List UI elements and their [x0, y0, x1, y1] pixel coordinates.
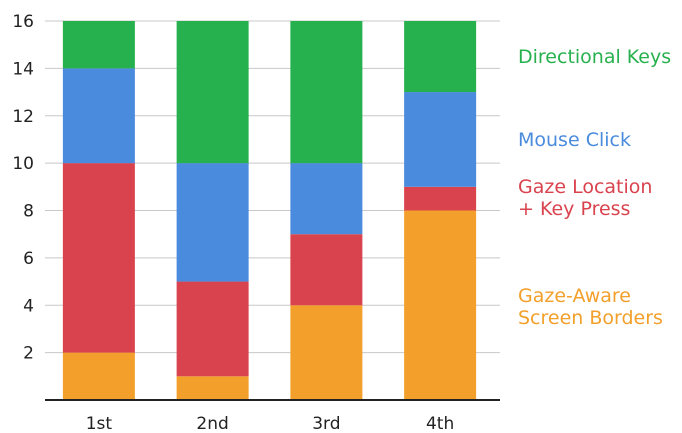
bar-segment: [176, 376, 249, 400]
y-tick-label: 16: [12, 12, 34, 32]
bar-segment: [176, 163, 249, 282]
bar-segment: [290, 21, 363, 164]
x-tick-label: 1st: [86, 414, 113, 433]
legend-entry: Mouse Click: [518, 129, 631, 151]
legend-entry: Gaze Location: [518, 176, 652, 198]
x-tick-label: 3rd: [312, 414, 340, 433]
legend-entry: + Key Press: [518, 198, 630, 220]
legend-entry: Directional Keys: [518, 46, 671, 68]
bar-segment: [176, 21, 249, 164]
bar-segment: [62, 21, 135, 69]
bar-segment: [176, 281, 249, 377]
y-tick-label: 14: [12, 59, 34, 79]
bar-segment: [404, 92, 477, 187]
y-axis-ticks: 2 4 6 8 10 12 14 16: [12, 12, 34, 364]
y-tick-label: 4: [23, 296, 34, 316]
bar-segment: [62, 352, 135, 400]
y-tick-label: 2: [23, 344, 34, 364]
y-tick-label: 12: [12, 107, 34, 127]
bar-segment: [404, 21, 477, 93]
y-tick-label: 6: [23, 249, 34, 269]
bar-segment: [404, 210, 477, 400]
y-tick-label: 8: [23, 202, 34, 222]
x-tick-label: 2nd: [196, 414, 228, 433]
bars: [62, 21, 477, 400]
bar-segment: [290, 234, 363, 306]
legend-entry: Screen Borders: [518, 307, 663, 329]
bar-segment: [62, 163, 135, 353]
bar-segment: [290, 305, 363, 400]
legend-entry: Gaze-Aware: [518, 285, 631, 307]
x-tick-label: 4th: [426, 414, 454, 433]
x-axis-ticks: 1st 2nd 3rd 4th: [86, 414, 455, 433]
y-tick-label: 10: [12, 154, 34, 174]
bar-segment: [404, 186, 477, 211]
bar-segment: [290, 163, 363, 235]
bar-segment: [62, 68, 135, 164]
